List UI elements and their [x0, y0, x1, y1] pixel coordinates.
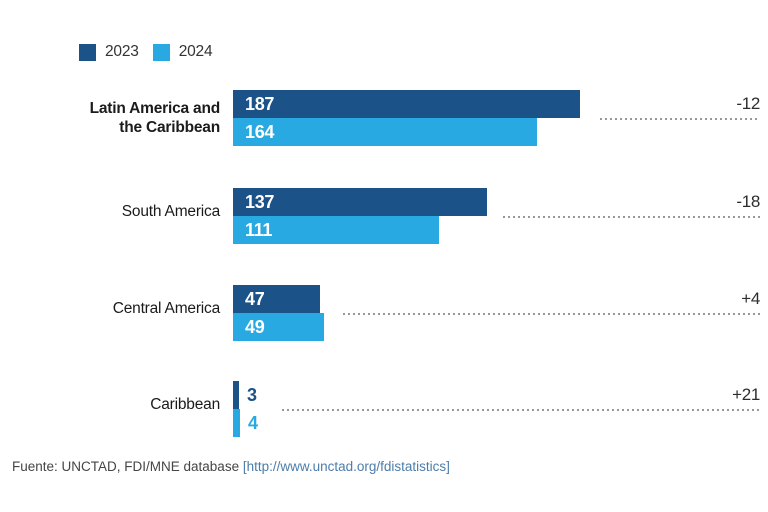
bar-2023-1: 137	[233, 188, 487, 216]
change-label-3: +21	[732, 385, 760, 404]
source-text: Fuente: UNCTAD, FDI/MNE database	[12, 459, 243, 474]
legend-label-2023: 2023	[105, 43, 139, 60]
legend-swatch-2024	[152, 43, 170, 61]
value-label-2024-1: 111	[245, 219, 273, 240]
bar-2023-3	[233, 381, 239, 409]
dotted-line-0	[600, 118, 760, 120]
bar-2024-2: 49	[233, 313, 324, 341]
legend-swatch-2023	[79, 43, 96, 61]
source-note: Fuente: UNCTAD, FDI/MNE database [http:/…	[12, 459, 450, 474]
value-label-2024-2: 49	[245, 316, 265, 337]
value-label-2023-2: 47	[245, 288, 265, 309]
bar-2024-0: 164	[233, 118, 537, 146]
value-label-2023-0: 187	[245, 93, 275, 114]
bar-2024-3	[233, 409, 240, 437]
change-label-0: -12	[736, 94, 760, 113]
change-label-2: +4	[741, 289, 760, 308]
category-label-line: Central America	[112, 300, 220, 317]
dotted-line-3	[282, 409, 760, 411]
change-label-1: -18	[736, 192, 760, 211]
bar-2023-2: 47	[233, 285, 320, 313]
value-label-2024-0: 164	[245, 121, 275, 142]
bar-2024-1: 111	[233, 216, 439, 244]
category-label-line: Latin America and	[89, 100, 221, 117]
category-label-line: South America	[121, 203, 220, 220]
dotted-line-1	[503, 216, 760, 218]
value-label-2023-3: 3	[247, 385, 257, 405]
legend-label-2024: 2024	[178, 43, 213, 60]
category-label-line: the Caribbean	[119, 119, 220, 136]
category-label-1: South America	[0, 202, 220, 221]
bar-2023-0: 187	[233, 90, 580, 118]
source-link[interactable]: [http://www.unctad.org/fdistatistics]	[242, 459, 450, 474]
category-label-2: Central America	[0, 299, 220, 318]
value-label-2023-1: 137	[245, 191, 275, 212]
category-label-0: Latin America and the Caribbean	[0, 99, 221, 137]
category-label-3: Caribbean	[0, 395, 220, 414]
value-label-2024-3: 4	[248, 413, 258, 433]
dotted-line-2	[343, 313, 760, 315]
category-label-line: Caribbean	[150, 396, 220, 413]
legend: 2023 2024	[79, 43, 226, 61]
